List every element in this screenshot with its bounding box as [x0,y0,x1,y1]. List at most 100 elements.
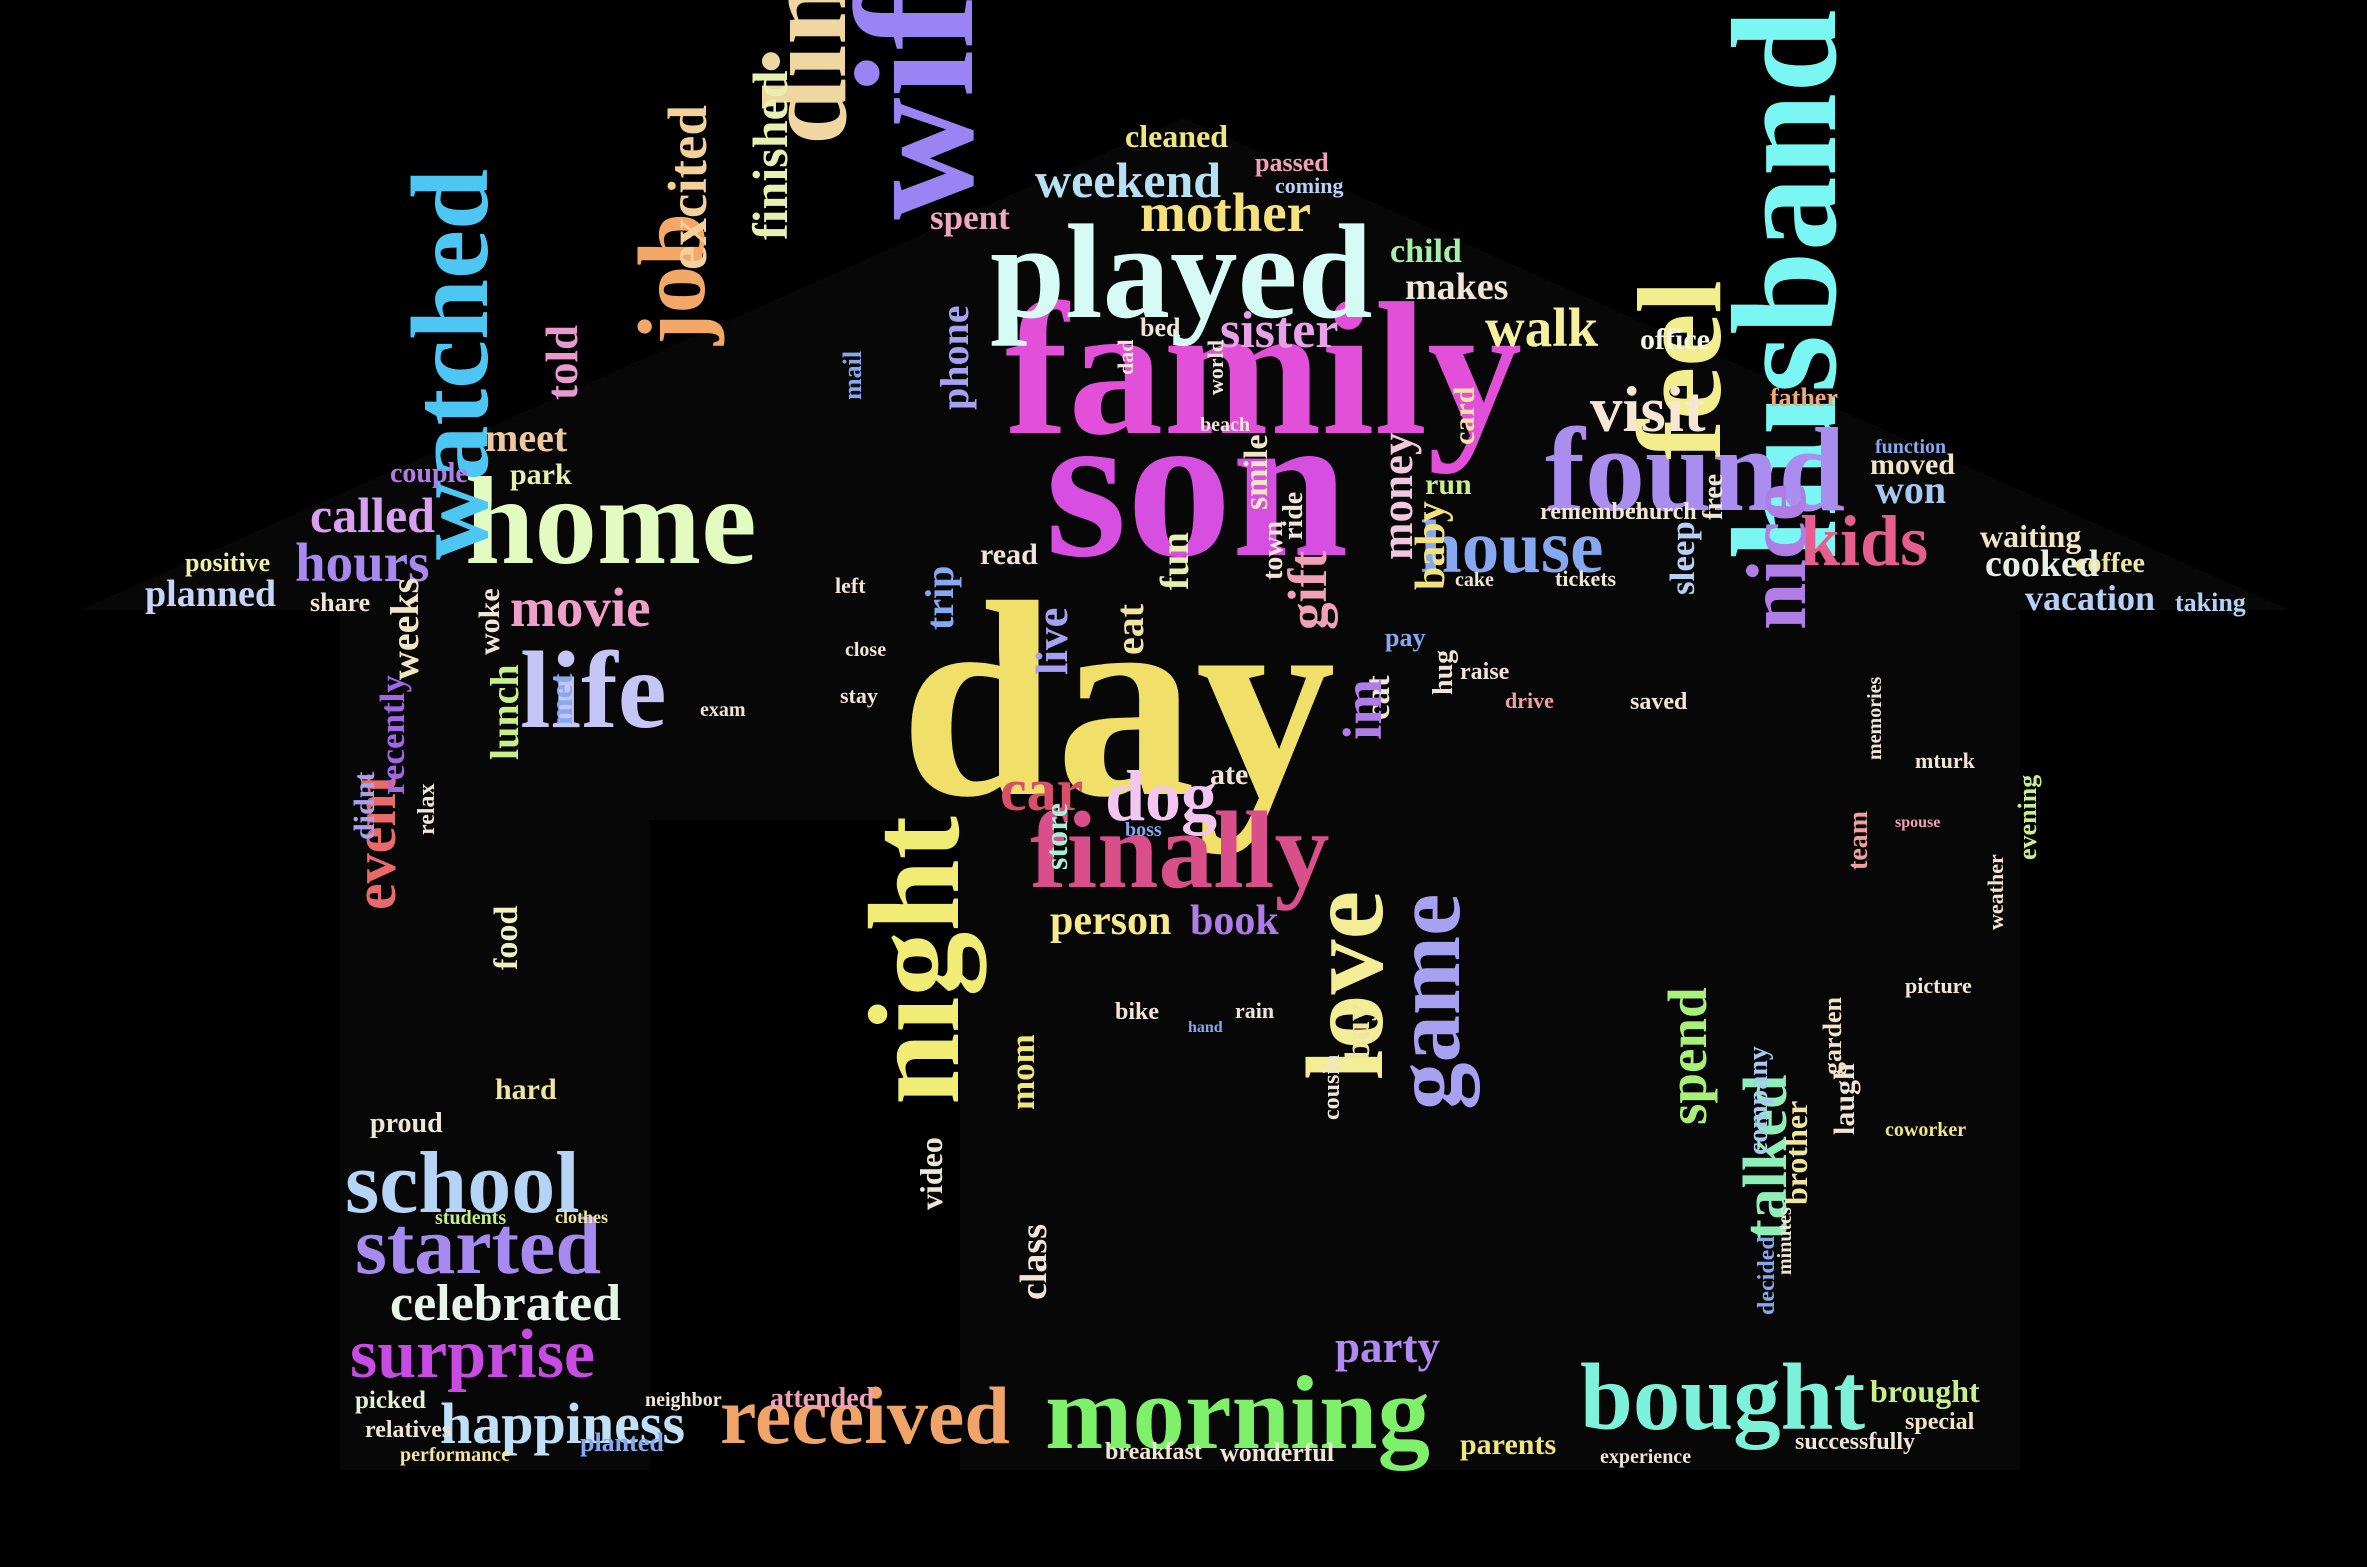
cloud-word: dog [1105,756,1218,836]
cloud-word: book [1190,898,1279,944]
cloud-word: bike [1115,999,1160,1025]
cloud-word: decided [1754,1236,1780,1315]
cloud-word: performance [400,1444,510,1466]
cloud-word: planned [145,573,276,615]
cloud-word: positive [185,548,271,577]
cloud-word: spouse [1895,814,1941,831]
cloud-word: visit [1590,374,1706,446]
cloud-word: phone [932,305,977,411]
cloud-word: taking [2175,588,2246,617]
cloud-word: attended [770,1383,875,1414]
cloud-word: remember [1540,499,1647,525]
cloud-word: spent [930,198,1010,237]
cloud-word: rain [1235,998,1275,1023]
cloud-word: mom [1003,1034,1042,1110]
cloud-word: wonderful [1220,1438,1335,1467]
cloud-word: im [1332,678,1393,740]
cloud-word: raise [1460,659,1510,685]
cloud-word: beach [1200,414,1250,436]
cloud-word: found [1545,403,1846,536]
cloud-word: school [345,1135,580,1232]
cloud-word: walk [1485,297,1599,358]
cloud-word: sleep [1663,521,1702,595]
cloud-word: car [1000,757,1084,823]
cloud-word: class [1013,1224,1055,1300]
cloud-word: day [900,544,1336,855]
cloud-word: function [1875,436,1947,458]
cloud-word: woke [473,588,506,655]
cloud-word: exam [700,699,746,721]
cloud-word: family [1005,265,1523,475]
cloud-word: coming [1275,173,1344,198]
cloud-word: told [537,324,587,400]
cloud-word: company [1743,1046,1774,1155]
cloud-word: weeks [382,577,427,680]
cloud-word: saved [1630,689,1688,715]
cloud-word: didnt [348,771,381,840]
cloud-word: night [843,815,987,1105]
cloud-word: excited [657,105,718,270]
cloud-word: waiting [1980,518,2082,554]
cloud-word: lunch [482,664,527,760]
cloud-word: hard [495,1073,557,1106]
cloud-word: couple [390,458,468,489]
cloud-word: world [1203,340,1228,395]
cloud-word: picked [355,1387,426,1414]
cloud-word: cooked [1985,543,2099,585]
cloud-word: park [510,458,572,491]
cloud-word: movie [510,577,651,638]
cloud-word: mail [838,350,867,400]
cloud-word: church [1625,499,1697,525]
cloud-word: experience [1600,1446,1692,1468]
cloud-word: special [1905,1409,1975,1435]
cloud-word: father [1770,383,1838,412]
cloud-word: buy [1338,1003,1377,1060]
cloud-word: game [1374,893,1480,1110]
cloud-word: share [310,588,371,617]
cloud-word: surprise [350,1316,595,1393]
cloud-word: cousin [1319,1054,1345,1120]
cloud-word: read [980,538,1038,571]
cloud-word: hug [1428,649,1459,695]
cloud-word: house [1420,506,1604,589]
cloud-word: video [913,1137,949,1210]
cloud-word: breakfast [1105,1439,1202,1465]
cloud-word: office [1640,323,1710,356]
cloud-word: played [990,198,1373,347]
cloud-word: garden [1818,997,1847,1075]
cloud-word: mturk [1915,748,1975,773]
cloud-word: ate [1210,758,1249,791]
cloud-word: left [835,573,866,598]
cloud-word: eat [1107,603,1152,655]
cloud-word: boss [1125,819,1162,841]
cloud-word: cake [1455,569,1494,591]
cloud-word: live [1027,607,1077,675]
cloud-word: pay [1385,623,1426,652]
cloud-word: trip [917,565,962,630]
cloud-word: morning [1045,1354,1431,1471]
cloud-word: free [1698,473,1729,520]
cloud-word: proud [370,1108,443,1139]
cloud-word: started [355,1200,601,1291]
cloud-word: sister [1220,302,1339,359]
cloud-word: life [520,629,667,751]
cloud-word: baby [1408,501,1454,590]
cloud-word: memories [1864,676,1886,760]
cloud-word: vacation [2025,578,2155,618]
cloud-word: bought [1580,1344,1866,1450]
cloud-word: dad [1113,339,1138,375]
cloud-word: mother [1140,182,1312,243]
cloud-word: finished [742,70,798,240]
cloud-word: meet [485,415,568,460]
cloud-word: finally [1030,789,1330,911]
cloud-word: weekend [1035,152,1222,208]
cloud-word: received [720,1370,1010,1461]
cloud-word: students [435,1207,507,1229]
cloud-word: tickets [1555,566,1617,591]
cloud-word: evening [2013,774,2042,860]
cloud-word: bed [1140,313,1181,342]
cloud-word: passed [1255,148,1329,177]
cloud-word: close [845,639,887,661]
